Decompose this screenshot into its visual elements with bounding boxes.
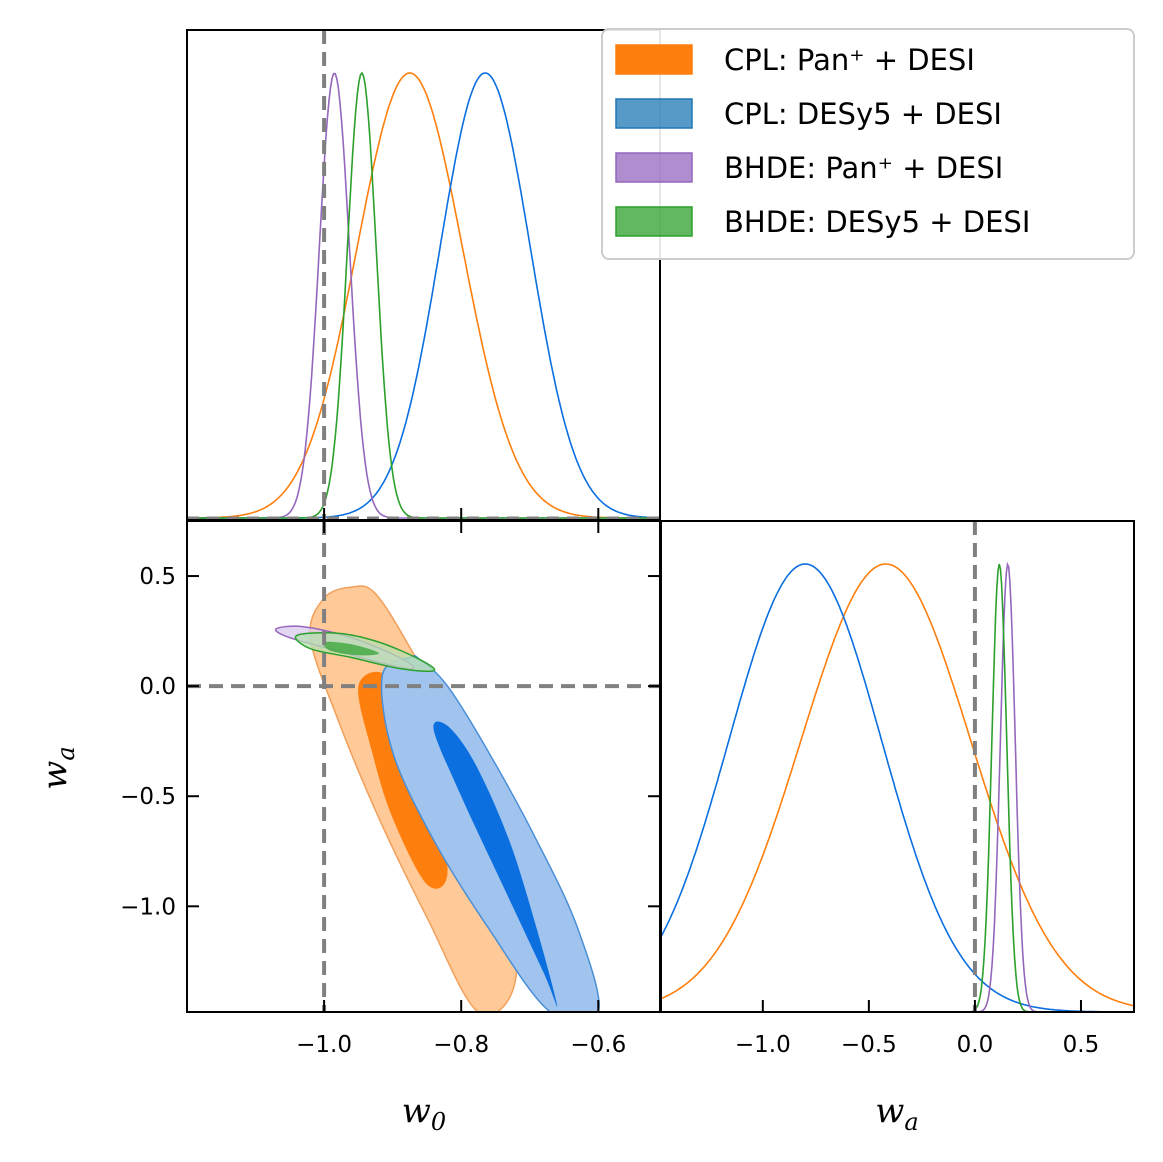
contour-inner-3 bbox=[322, 641, 379, 656]
w0-marginal-panel bbox=[187, 30, 660, 520]
wa-marginal-frame bbox=[660, 520, 1135, 1013]
tick-labels: −1.0 −0.8 −0.6 0.5 0.0 −0.5 −1.0 −1.0 −0.5 0.0 0.5 bbox=[120, 564, 1099, 1058]
w0-marginal-curve-1 bbox=[187, 72, 660, 519]
legend-swatch-0 bbox=[615, 44, 693, 75]
x-axis-label-w0: w0 bbox=[402, 1091, 446, 1136]
legend-label-2: BHDE: Pan⁺ + DESI bbox=[724, 151, 1003, 185]
wa-x-tick-label-1: −0.5 bbox=[841, 1032, 897, 1058]
wa-marginal-panel bbox=[661, 521, 1134, 1012]
y-axis-label-wa: wa bbox=[35, 746, 80, 789]
wa-x-tick-label-2: 0.0 bbox=[957, 1032, 994, 1058]
wa-tick-label-1: 0.0 bbox=[139, 674, 176, 700]
wa-tick-label-0: 0.5 bbox=[139, 564, 176, 590]
wa-marginal-curve-3 bbox=[661, 563, 1134, 1012]
w0-marginal-curve-3 bbox=[187, 71, 660, 519]
w0-tick-label-2: −0.6 bbox=[570, 1032, 626, 1058]
w0-wa-contour-panel bbox=[187, 521, 660, 1012]
wa-tick-label-3: −1.0 bbox=[120, 894, 176, 920]
contour-inner-1 bbox=[433, 721, 558, 1007]
wa-marginal-curve-2 bbox=[661, 561, 1134, 1012]
tick-marks bbox=[187, 508, 1082, 1012]
w0-marginal-frame bbox=[186, 29, 661, 521]
w0-marginal-curve-0 bbox=[187, 72, 660, 519]
legend-swatch-1 bbox=[615, 98, 693, 129]
legend-box bbox=[601, 28, 1135, 260]
legend-label-3: BHDE: DESy5 + DESI bbox=[724, 205, 1030, 239]
legend-swatch-2 bbox=[615, 152, 693, 183]
x-axis-label-wa: wa bbox=[875, 1091, 918, 1136]
legend-label-0: CPL: Pan⁺ + DESI bbox=[724, 43, 975, 77]
legend: CPL: Pan⁺ + DESI CPL: DESy5 + DESI BHDE: P… bbox=[601, 28, 1135, 260]
w0-tick-label-1: −0.8 bbox=[433, 1032, 489, 1058]
wa-tick-label-2: −0.5 bbox=[120, 784, 176, 810]
w0-marginal-curve-2 bbox=[187, 72, 660, 519]
wa-marginal-curve-1 bbox=[661, 563, 1134, 1012]
wa-x-tick-label-0: −1.0 bbox=[735, 1032, 791, 1058]
w0-tick-label-0: −1.0 bbox=[296, 1032, 352, 1058]
panel-frames bbox=[186, 29, 1135, 1013]
wa-x-tick-label-3: 0.5 bbox=[1063, 1032, 1100, 1058]
legend-label-1: CPL: DESy5 + DESI bbox=[724, 97, 1002, 131]
wa-marginal-curve-0 bbox=[661, 563, 1134, 1007]
legend-swatch-3 bbox=[615, 206, 693, 237]
